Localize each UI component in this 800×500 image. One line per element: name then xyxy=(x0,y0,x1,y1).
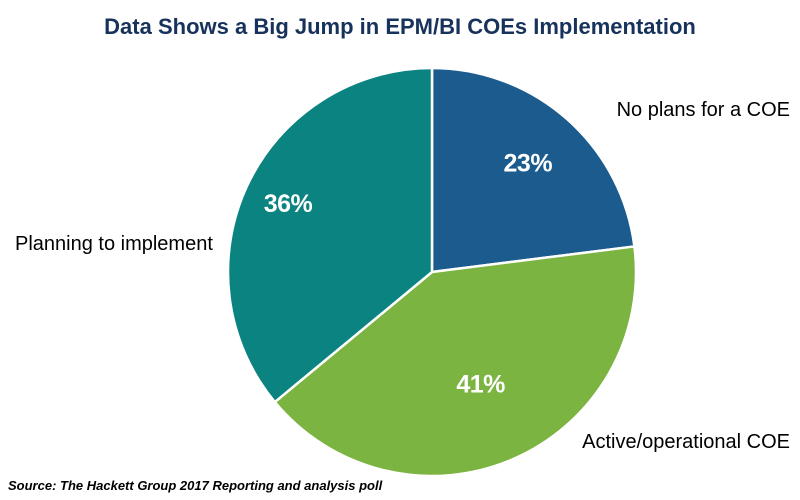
pie-slice-planning-to-implement xyxy=(226,66,434,404)
pie-value-label-no-plans-for-a-coe: 23% xyxy=(504,149,553,177)
chart-title: Data Shows a Big Jump in EPM/BI COEs Imp… xyxy=(104,14,696,39)
slice-label-active-operational: Active/operational COE xyxy=(582,431,790,453)
pie-value-label-active-operational-coe: 41% xyxy=(456,370,505,398)
source-note: Source: The Hackett Group 2017 Reporting… xyxy=(8,478,383,493)
pie-slice-active-operational-coe xyxy=(273,245,638,478)
slice-label-planning-to-implement: Planning to implement xyxy=(15,233,213,255)
slice-label-no-plans: No plans for a COE xyxy=(616,99,790,121)
pie-slice-no-plans-for-a-coe xyxy=(430,66,636,274)
pie-value-label-planning-to-implement: 36% xyxy=(264,190,313,218)
